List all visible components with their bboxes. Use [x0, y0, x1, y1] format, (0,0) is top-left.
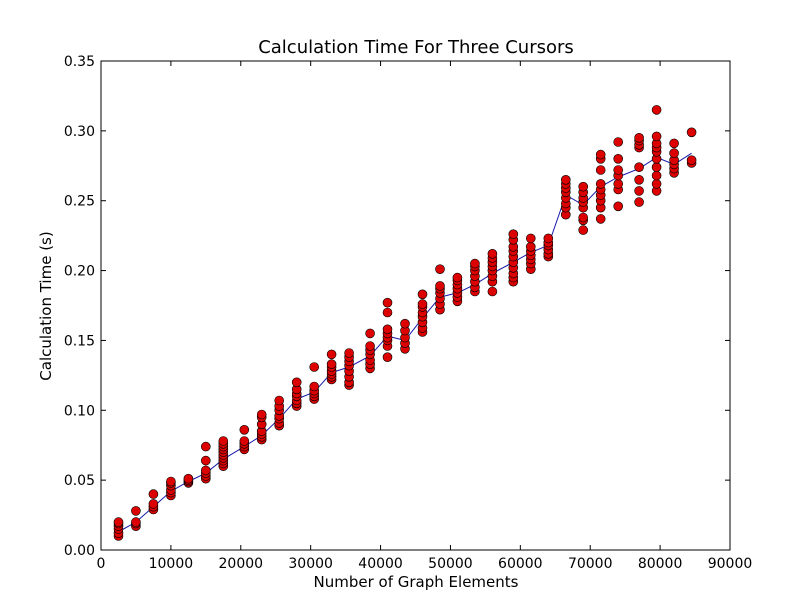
- x-axis-label: Number of Graph Elements: [314, 573, 519, 591]
- data-point: [309, 381, 320, 392]
- y-axis-label: Calculation Time (s): [37, 231, 55, 380]
- data-point: [634, 197, 644, 207]
- x-tick-label: 90000: [708, 556, 753, 572]
- chart-title: Calculation Time For Three Cursors: [258, 37, 574, 58]
- y-tick-label: 0.30: [64, 124, 95, 140]
- data-point: [113, 517, 124, 527]
- data-point: [201, 441, 211, 452]
- data-point: [452, 272, 463, 283]
- data-point: [365, 341, 375, 351]
- x-tick-label: 50000: [428, 556, 473, 572]
- data-point: [686, 127, 697, 138]
- data-point: [274, 395, 285, 406]
- data-point: [148, 499, 159, 509]
- x-tick-label: 80000: [638, 556, 683, 572]
- data-point: [417, 289, 428, 300]
- data-point: [595, 165, 606, 175]
- data-point: [470, 258, 480, 269]
- data-point: [578, 181, 589, 192]
- data-point: [651, 162, 662, 172]
- data-point: [560, 175, 571, 185]
- data-point: [634, 133, 644, 143]
- data-point: [613, 179, 624, 189]
- data-point: [326, 349, 337, 360]
- data-point: [578, 212, 589, 223]
- data-point: [578, 225, 589, 235]
- plot-frame: [100, 60, 731, 551]
- axis-ticks: 0 10000 20000 30000 40000 50000 60000 70000 8000…: [64, 54, 752, 572]
- data-point: [595, 214, 606, 224]
- plot-area: [113, 105, 697, 541]
- x-tick-label: 20000: [219, 556, 264, 572]
- y-tick-label: 0.10: [64, 403, 95, 419]
- data-point: [669, 138, 679, 149]
- data-point: [148, 489, 159, 499]
- data-point: [239, 436, 250, 446]
- y-tick-label: 0.20: [64, 264, 95, 280]
- data-point: [595, 149, 606, 160]
- data-point: [686, 155, 697, 165]
- data-point: [326, 359, 337, 370]
- data-point: [634, 162, 644, 172]
- x-tick-label: 40000: [358, 556, 403, 572]
- data-point: [613, 137, 624, 147]
- data-point: [651, 131, 662, 142]
- data-point: [417, 299, 428, 309]
- data-point: [382, 324, 393, 335]
- data-point: [183, 473, 194, 484]
- data-point: [651, 170, 662, 181]
- data-point: [309, 362, 320, 372]
- data-point: [651, 179, 662, 189]
- data-point: [131, 506, 141, 516]
- data-point: [218, 436, 229, 446]
- x-tick-label: 60000: [498, 556, 543, 572]
- data-point: [595, 179, 606, 189]
- data-point: [239, 424, 250, 435]
- data-point: [613, 201, 624, 212]
- data-point: [669, 148, 679, 158]
- data-point: [613, 165, 624, 175]
- data-point: [487, 249, 498, 259]
- data-point: [256, 409, 267, 420]
- data-point: [543, 233, 554, 244]
- y-tick-label: 0.05: [64, 473, 95, 489]
- data-point: [634, 186, 644, 196]
- x-tick-label: 0: [97, 556, 106, 572]
- data-point: [613, 154, 624, 164]
- y-tick-label: 0.00: [64, 543, 95, 559]
- data-point: [382, 297, 393, 308]
- data-point: [344, 348, 354, 358]
- data-point: [400, 318, 410, 329]
- x-tick-label: 10000: [149, 556, 194, 572]
- data-point: [291, 377, 302, 388]
- x-tick-label: 30000: [288, 556, 333, 572]
- data-point: [487, 286, 498, 297]
- data-point: [201, 465, 211, 476]
- data-point: [131, 517, 141, 527]
- y-tick-label: 0.25: [64, 194, 95, 210]
- data-point: [435, 264, 445, 275]
- y-tick-label: 0.15: [64, 333, 95, 349]
- data-point: [525, 233, 536, 244]
- data-point: [634, 175, 644, 185]
- data-point: [525, 242, 536, 252]
- data-point: [382, 307, 393, 318]
- y-tick-label: 0.35: [64, 54, 95, 70]
- data-point: [365, 328, 375, 339]
- data-point: [508, 229, 519, 239]
- data-point: [435, 281, 445, 291]
- data-point: [382, 352, 393, 363]
- data-point: [651, 105, 662, 115]
- data-point: [201, 455, 211, 466]
- data-point: [166, 476, 176, 487]
- x-tick-label: 70000: [568, 556, 613, 572]
